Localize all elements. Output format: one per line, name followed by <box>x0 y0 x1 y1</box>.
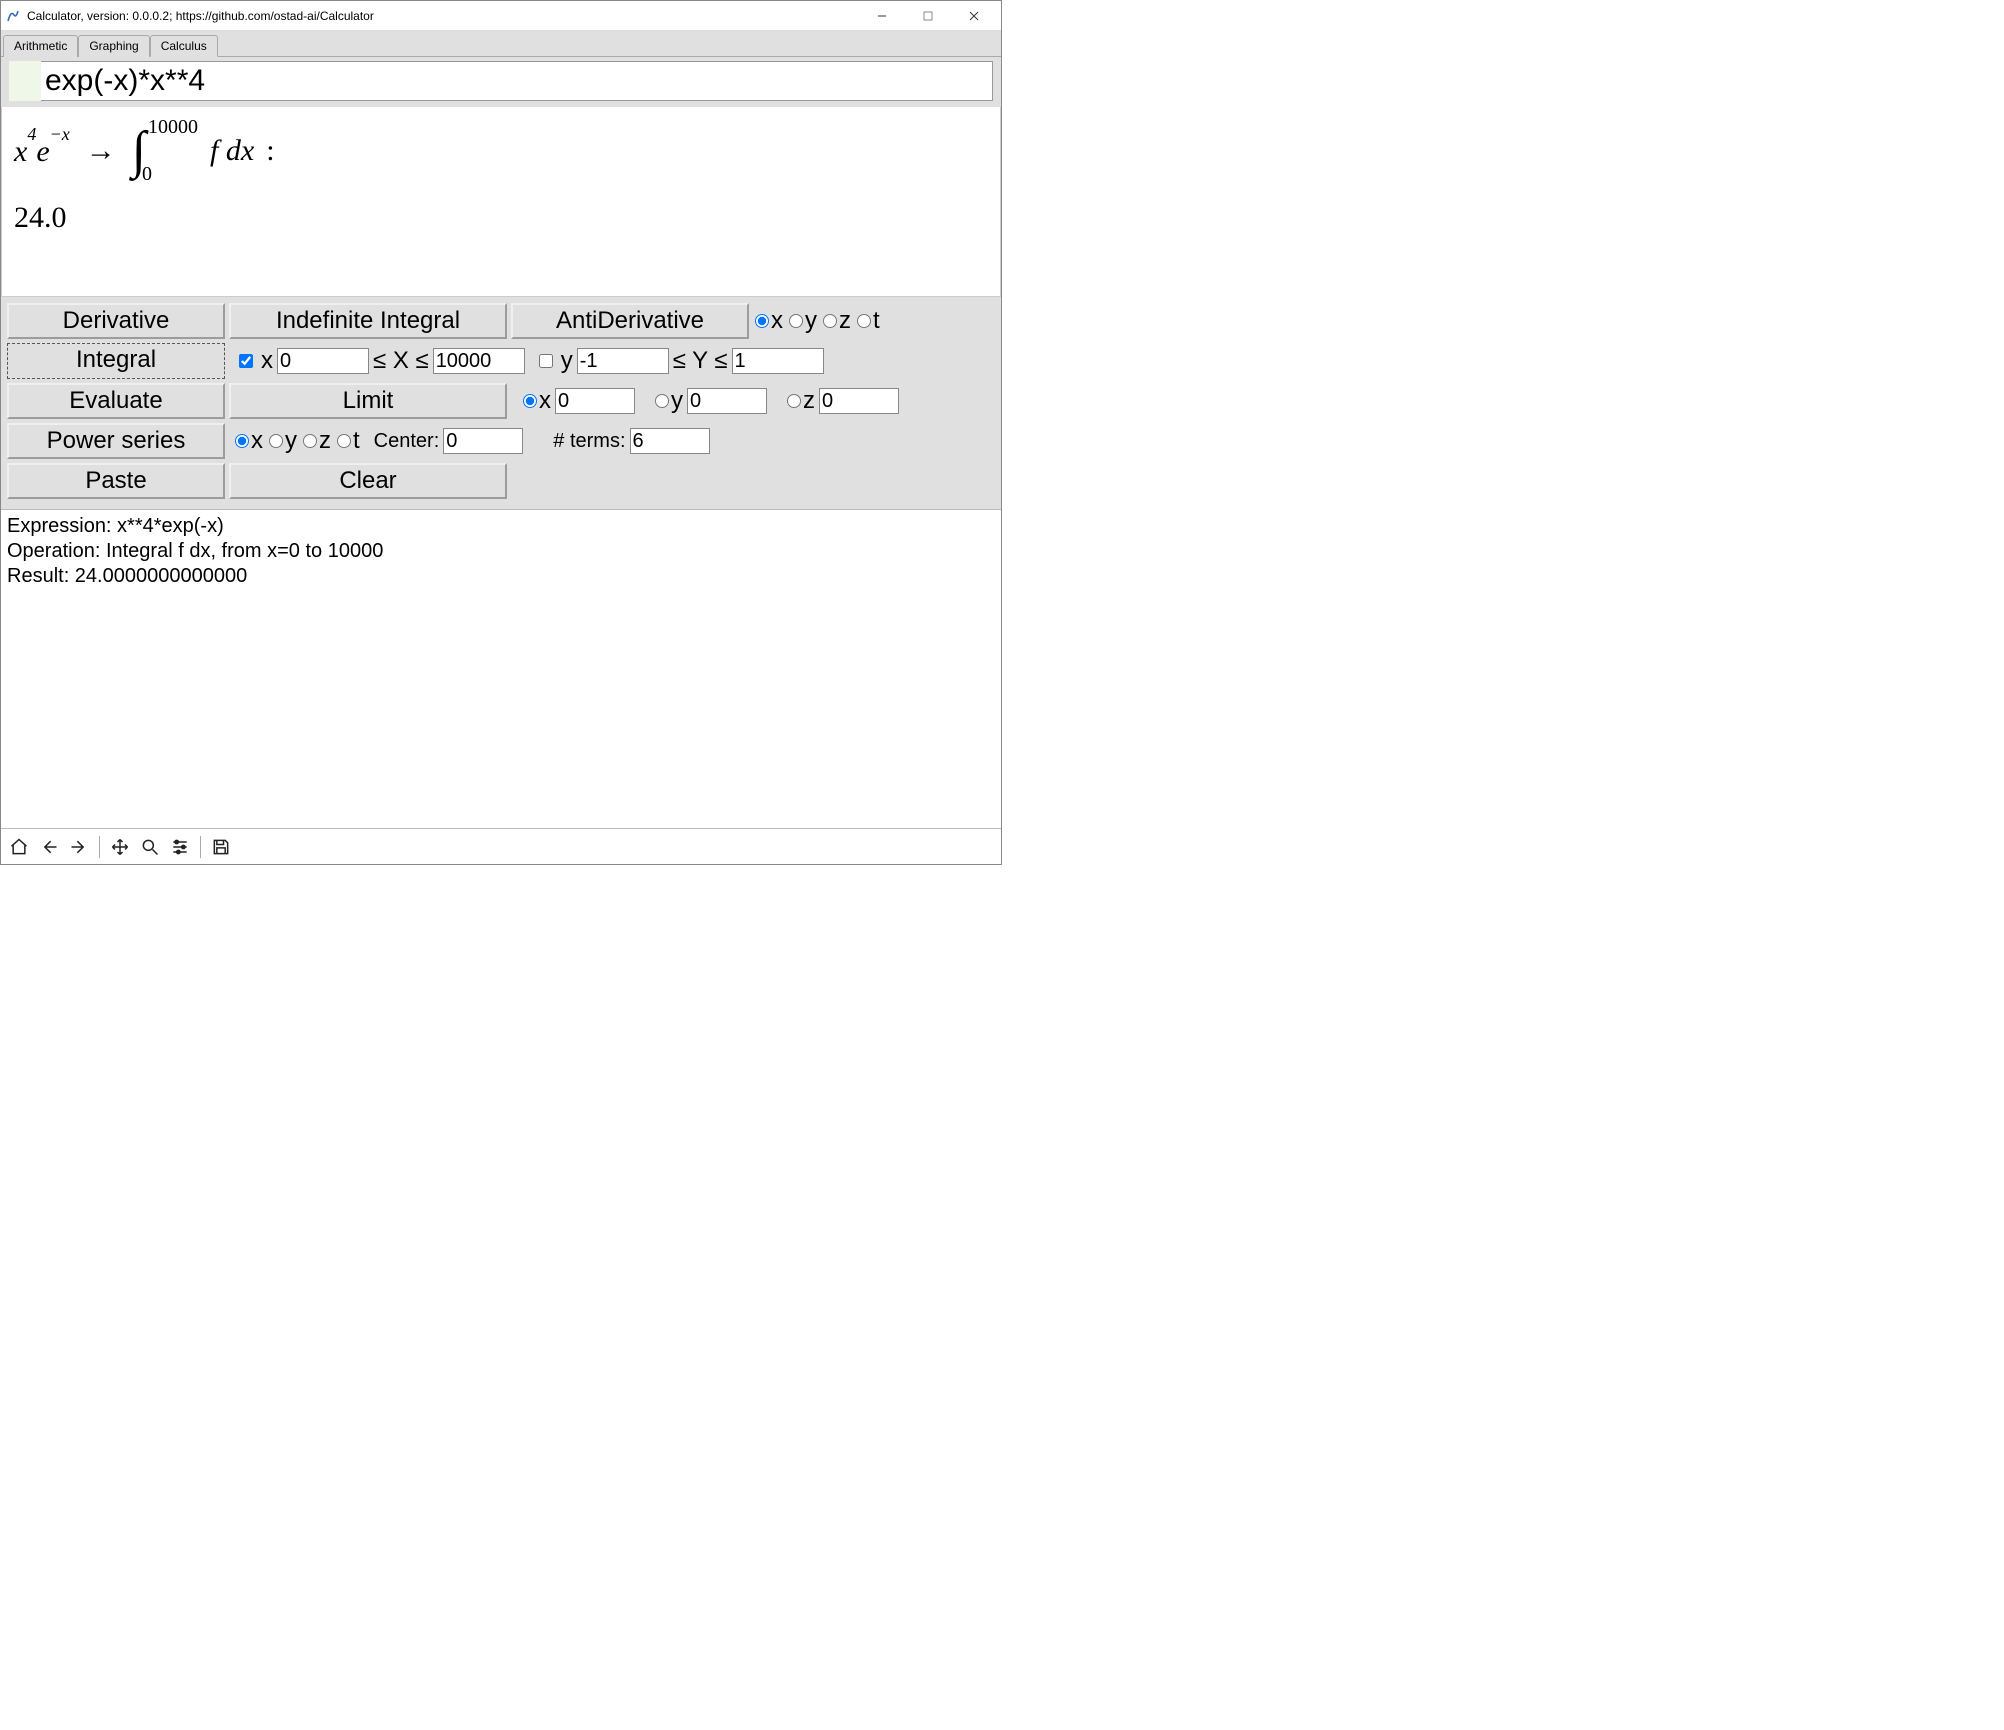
antiderivative-button[interactable]: AntiDerivative <box>511 303 749 339</box>
x-high-input[interactable] <box>433 348 525 374</box>
x-range-var-label: x <box>261 347 273 375</box>
tab-arithmetic[interactable]: Arithmetic <box>3 35 78 57</box>
minimize-button[interactable] <box>859 1 905 31</box>
ps-radio-t[interactable]: t <box>337 427 360 455</box>
math-lhs-base: x <box>14 135 27 168</box>
y-range-mid-label: ≤ Y ≤ <box>673 347 728 375</box>
x-low-input[interactable] <box>277 348 369 374</box>
math-display: x4e−x → ∫ 10000 0 f dx : 24.0 <box>1 107 1001 297</box>
expression-gutter <box>9 61 41 101</box>
save-icon[interactable] <box>209 835 233 859</box>
limit-x-input[interactable] <box>555 388 635 414</box>
zoom-icon[interactable] <box>138 835 162 859</box>
ps-radio-x[interactable]: x <box>235 427 263 455</box>
tab-graphing[interactable]: Graphing <box>78 35 149 57</box>
close-button[interactable] <box>951 1 997 31</box>
configure-icon[interactable] <box>168 835 192 859</box>
math-colon: : <box>266 134 274 168</box>
integrand: f dx <box>210 134 254 168</box>
output-line-expression: Expression: x**4*exp(-x) <box>7 514 995 539</box>
integral-symbol: ∫ 10000 0 <box>132 125 198 177</box>
pan-icon[interactable] <box>108 835 132 859</box>
integral-lower-bound: 0 <box>142 163 192 186</box>
limit-z-input[interactable] <box>819 388 899 414</box>
limit-button[interactable]: Limit <box>229 383 507 419</box>
power-series-button[interactable]: Power series <box>7 423 225 459</box>
limit-y-input[interactable] <box>687 388 767 414</box>
window-controls <box>859 1 997 31</box>
limit-radio-y[interactable]: y <box>655 387 683 415</box>
tab-calculus[interactable]: Calculus <box>150 35 218 57</box>
center-label: Center: <box>374 430 440 453</box>
clear-button[interactable]: Clear <box>229 463 507 499</box>
math-lhs-exp2: −x <box>50 124 70 144</box>
integral-upper-bound: 10000 <box>148 116 198 139</box>
terms-input[interactable] <box>630 428 710 454</box>
output-line-operation: Operation: Integral f dx, from x=0 to 10… <box>7 539 995 564</box>
var-radio-y[interactable]: y <box>789 307 817 335</box>
derivative-button[interactable]: Derivative <box>7 303 225 339</box>
y-high-input[interactable] <box>732 348 824 374</box>
var-radio-t[interactable]: t <box>857 307 880 335</box>
terms-label: # terms: <box>553 430 625 453</box>
math-result: 24.0 <box>14 201 988 235</box>
math-lhs-factor: e <box>36 135 49 168</box>
back-icon[interactable] <box>37 835 61 859</box>
limit-radio-z[interactable]: z <box>787 387 815 415</box>
x-range-checkbox[interactable] <box>239 354 253 368</box>
variable-radio-group: x y z t <box>755 307 884 335</box>
var-radio-x[interactable]: x <box>755 307 783 335</box>
window-titlebar: Calculator, version: 0.0.0.2; https://gi… <box>1 1 1001 31</box>
indefinite-integral-button[interactable]: Indefinite Integral <box>229 303 507 339</box>
y-low-input[interactable] <box>577 348 669 374</box>
math-arrow: → <box>86 134 116 168</box>
window-title: Calculator, version: 0.0.0.2; https://gi… <box>27 9 859 23</box>
y-range-checkbox[interactable] <box>539 354 553 368</box>
toolbar-divider <box>99 836 100 858</box>
math-lhs-exp: 4 <box>27 124 36 144</box>
bottom-toolbar <box>1 828 1001 864</box>
ps-radio-y[interactable]: y <box>269 427 297 455</box>
tab-bar: Arithmetic Graphing Calculus <box>1 31 1001 57</box>
center-input[interactable] <box>443 428 523 454</box>
output-line-result: Result: 24.0000000000000 <box>7 564 995 589</box>
toolbar-divider-2 <box>200 836 201 858</box>
expression-area <box>1 57 1001 107</box>
ps-radio-z[interactable]: z <box>303 427 331 455</box>
y-range-var-label: y <box>561 347 573 375</box>
controls-panel: Derivative Indefinite Integral AntiDeriv… <box>1 297 1001 509</box>
home-icon[interactable] <box>7 835 31 859</box>
forward-icon[interactable] <box>67 835 91 859</box>
integral-button[interactable]: Integral <box>7 343 225 379</box>
limit-radio-x[interactable]: x <box>523 387 551 415</box>
evaluate-button[interactable]: Evaluate <box>7 383 225 419</box>
output-area: Expression: x**4*exp(-x) Operation: Inte… <box>1 509 1001 828</box>
expression-input[interactable] <box>41 61 993 101</box>
maximize-button[interactable] <box>905 1 951 31</box>
x-range-mid-label: ≤ X ≤ <box>373 347 429 375</box>
paste-button[interactable]: Paste <box>7 463 225 499</box>
var-radio-z[interactable]: z <box>823 307 851 335</box>
app-icon <box>5 8 21 24</box>
math-expression-line: x4e−x → ∫ 10000 0 f dx : <box>14 125 988 177</box>
